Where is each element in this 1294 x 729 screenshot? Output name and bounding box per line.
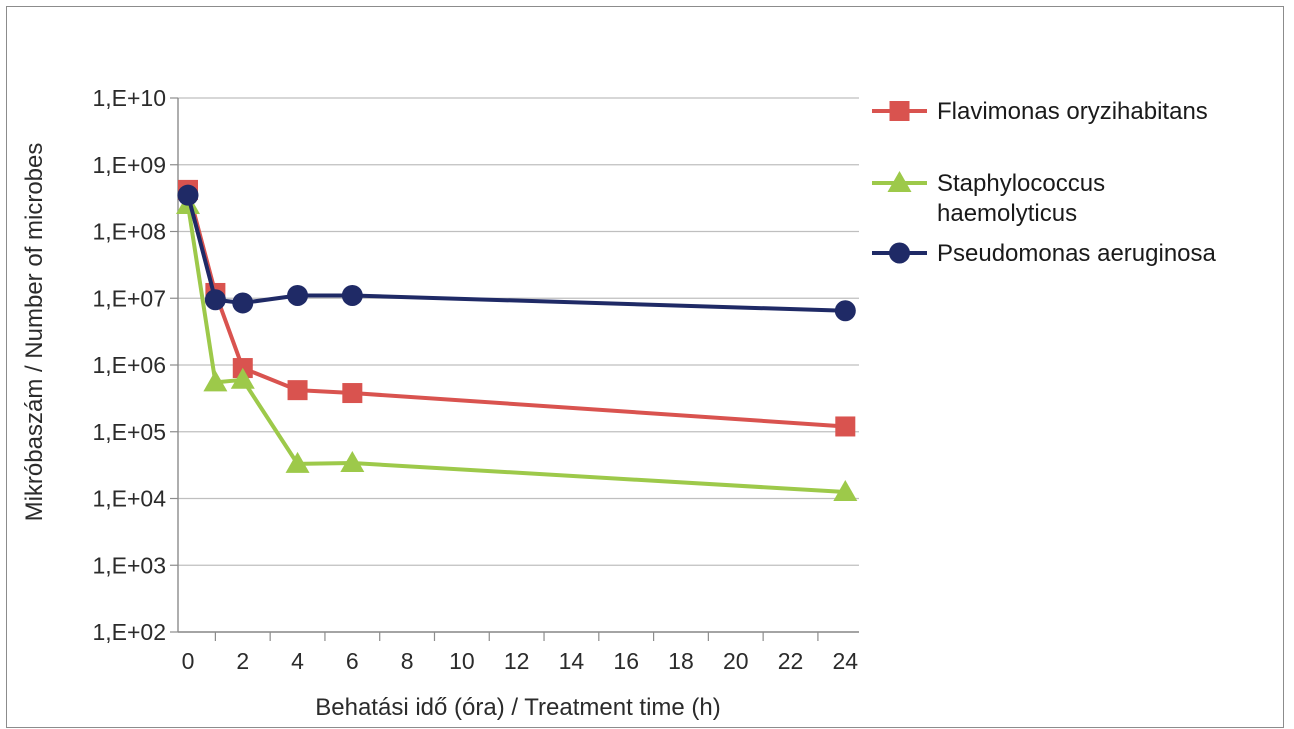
chart-svg: 1,E+10 1,E+09 1,E+08 1,E+07 1,E+06 1,E+05 1,E+…	[21, 85, 1217, 721]
x-tick-label: 4	[291, 648, 304, 674]
x-tick-label: 20	[723, 648, 749, 674]
x-tick-label: 18	[668, 648, 694, 674]
legend-label: Staphylococcus haemolyticus	[937, 170, 1105, 227]
legend-item: Staphylococcus haemolyticus	[872, 170, 1105, 227]
x-tick-label: 10	[449, 648, 475, 674]
series-2	[177, 184, 856, 322]
x-tick-label: 0	[182, 648, 195, 674]
legend-swatch-marker	[889, 242, 910, 264]
legend-swatch-marker	[887, 171, 912, 192]
chart-frame: 1,E+10 1,E+09 1,E+08 1,E+07 1,E+06 1,E+05 1,E+…	[6, 6, 1284, 728]
x-tick-label: 6	[346, 648, 359, 674]
legend-item: Flavimonas oryzihabitans	[872, 98, 1208, 125]
y-tick-label: 1,E+02	[92, 619, 166, 645]
legend-item: Pseudomonas aeruginosa	[872, 240, 1217, 267]
data-point	[835, 416, 856, 437]
x-tick-label: 24	[833, 648, 859, 674]
legend-label: Flavimonas oryzihabitans	[937, 98, 1208, 125]
data-point	[287, 380, 308, 401]
y-tick-label: 1,E+09	[92, 152, 166, 178]
axis-layer	[170, 97, 859, 641]
x-tick-labels: 0 2 4 6 8 10 12 14 16 18 20 22 24	[182, 648, 859, 674]
data-point	[285, 451, 310, 473]
x-tick-label: 16	[613, 648, 639, 674]
x-tick-label: 22	[778, 648, 804, 674]
x-tick-label: 2	[236, 648, 249, 674]
series-line	[186, 204, 846, 495]
data-point	[287, 284, 309, 306]
y-tick-label: 1,E+05	[92, 419, 166, 445]
legend: Flavimonas oryzihabitans Staphylococcus ha…	[872, 98, 1217, 267]
y-tick-label: 1,E+04	[92, 486, 166, 512]
data-point	[340, 451, 365, 473]
y-tick-label: 1,E+08	[92, 219, 166, 245]
x-tick-label: 12	[504, 648, 530, 674]
y-tick-label: 1,E+10	[92, 85, 166, 111]
grid-layer	[178, 97, 859, 633]
x-axis-title: Behatási idő (óra) / Treatment time (h)	[315, 694, 721, 721]
data-point	[232, 292, 254, 314]
y-tick-label: 1,E+07	[92, 285, 166, 311]
data-point	[342, 383, 363, 404]
data-point	[833, 480, 858, 502]
data-point	[203, 370, 228, 392]
y-axis-title: Mikróbaszám / Number of microbes	[21, 143, 48, 522]
series-layer	[176, 179, 858, 502]
y-tick-labels: 1,E+10 1,E+09 1,E+08 1,E+07 1,E+06 1,E+05 1,E+…	[92, 85, 166, 645]
series-line	[186, 194, 846, 313]
x-tick-label: 8	[401, 648, 414, 674]
legend-label: Pseudomonas aeruginosa	[937, 240, 1217, 267]
data-point	[204, 289, 226, 311]
data-point	[341, 284, 363, 306]
series-1	[176, 192, 858, 502]
y-tick-label: 1,E+03	[92, 552, 166, 578]
legend-swatch-marker	[889, 101, 910, 121]
x-tick-label: 14	[559, 648, 585, 674]
data-point	[834, 300, 856, 322]
y-tick-label: 1,E+06	[92, 352, 166, 378]
data-point	[230, 367, 255, 389]
data-point	[177, 184, 199, 206]
